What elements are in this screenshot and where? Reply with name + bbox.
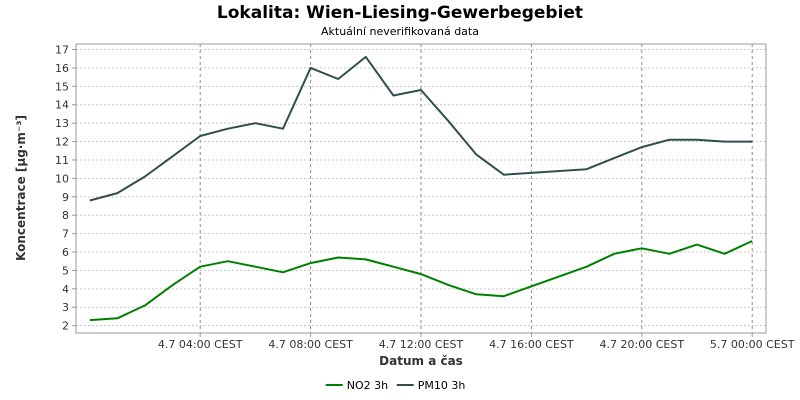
legend: NO2 3h PM10 3h xyxy=(325,379,466,392)
x-tick-label: 4.7 04:00 CEST xyxy=(158,338,243,351)
grid xyxy=(76,44,766,333)
legend-label: PM10 3h xyxy=(418,379,466,392)
y-tick-label: 5 xyxy=(62,264,69,277)
y-tick-label: 11 xyxy=(55,154,69,167)
y-axis-title: Koncentrace [µg·m⁻³] xyxy=(14,115,28,261)
y-tick-label: 17 xyxy=(55,44,69,57)
legend-label: NO2 3h xyxy=(347,379,388,392)
y-tick-label: 3 xyxy=(62,301,69,314)
x-tick-label: 4.7 16:00 CEST xyxy=(489,338,574,351)
y-tick-label: 7 xyxy=(62,228,69,241)
y-tick-label: 4 xyxy=(62,283,69,296)
y-tick-label: 2 xyxy=(62,320,69,333)
x-tick-label: 4.7 08:00 CEST xyxy=(268,338,353,351)
chart-title: Lokalita: Wien-Liesing-Gewerbegebiet xyxy=(217,3,583,23)
x-tick-label: 4.7 20:00 CEST xyxy=(600,338,685,351)
y-tick-label: 9 xyxy=(62,191,69,204)
series-line-no2-3h xyxy=(89,240,753,322)
y-tick-label: 14 xyxy=(55,99,69,112)
y-tick-label: 10 xyxy=(55,172,69,185)
chart-subtitle: Aktuální neverifikovaná data xyxy=(321,25,479,38)
y-tick-label: 15 xyxy=(55,80,69,93)
y-tick-label: 6 xyxy=(62,246,69,259)
x-axis: 4.7 04:00 CEST 4.7 08:00 CEST 4.7 12:00 CE… xyxy=(158,333,795,351)
x-tick-label: 5.7 00:00 CEST xyxy=(710,338,795,351)
y-tick-label: 12 xyxy=(55,136,69,149)
y-tick-label: 13 xyxy=(55,117,69,130)
x-axis-title: Datum a čas xyxy=(379,354,463,368)
y-axis: 2 3 4 5 6 7 8 9 10 11 12 13 14 15 16 17 xyxy=(55,44,76,333)
x-tick-label: 4.7 12:00 CEST xyxy=(379,338,464,351)
series-line-pm10-3h xyxy=(89,55,753,202)
y-tick-label: 16 xyxy=(55,62,69,75)
series xyxy=(89,55,753,322)
y-tick-label: 8 xyxy=(62,209,69,222)
